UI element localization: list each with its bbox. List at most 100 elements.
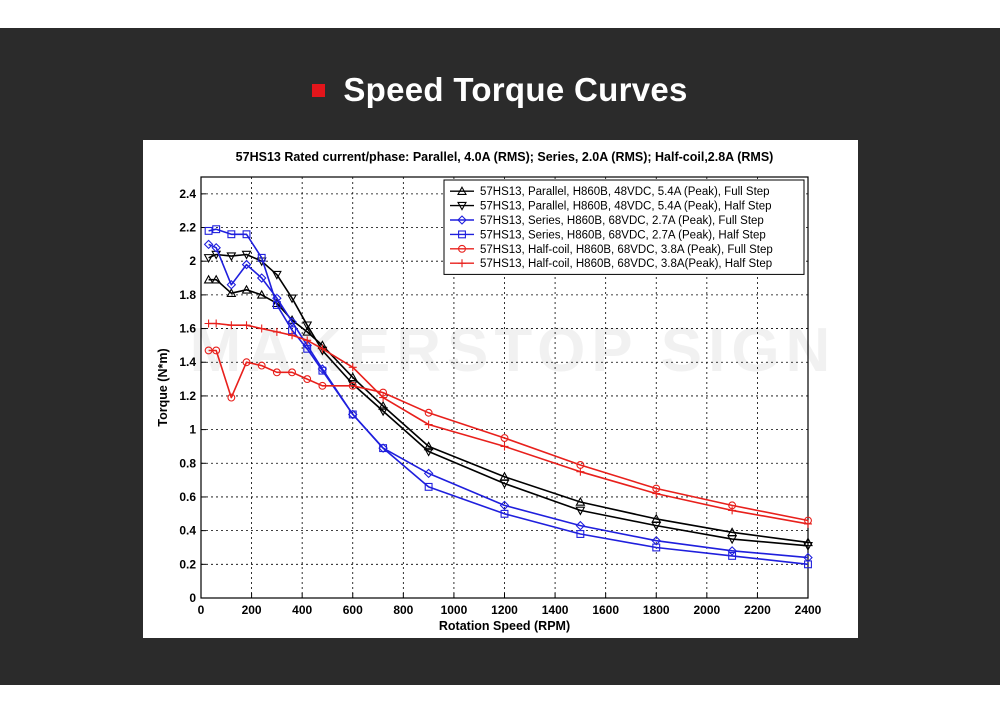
x-tick-label: 1600: [592, 603, 619, 617]
x-tick-label: 1400: [542, 603, 569, 617]
series-1-point: [423, 441, 434, 451]
series-4-point: [212, 225, 221, 234]
series-4-point: [804, 560, 812, 569]
series-5-point: [242, 358, 251, 367]
series-6-point: [424, 420, 433, 429]
y-tick-label: 0.2: [179, 557, 196, 571]
legend-entry-3: 57HS13, Series, H860B, 68VDC, 2.7A (Peak…: [480, 215, 764, 227]
series-6-point: [652, 489, 661, 498]
x-tick-label: 0: [198, 603, 205, 617]
series-4-point: [424, 482, 433, 491]
series-line-5: [208, 349, 809, 522]
series-4-point: [272, 301, 281, 309]
series-6-point: [728, 506, 737, 515]
y-tick-label: 1.4: [179, 355, 196, 369]
x-tick-label: 1800: [643, 603, 670, 617]
series-5-point: [257, 361, 266, 370]
x-tick-label: 400: [292, 603, 312, 617]
series-line-4: [208, 228, 809, 566]
x-tick-label: 2000: [693, 603, 720, 617]
legend-entry-1: 57HS13, Parallel, H860B, 48VDC, 5.4A (Pe…: [480, 186, 770, 198]
series-4-point: [728, 551, 737, 560]
series-5-point: [318, 381, 327, 390]
legend-marker-5: [458, 244, 466, 253]
series-4-point: [379, 444, 388, 453]
series-6-point: [288, 331, 297, 340]
series-6-point: [212, 319, 221, 328]
series-2-point: [347, 380, 358, 390]
series-5-point: [424, 408, 433, 417]
y-tick-label: 2: [189, 254, 196, 268]
series-6-point: [242, 321, 251, 330]
legend-marker-4: [458, 230, 466, 239]
y-tick-label: 2.2: [179, 221, 196, 235]
series-1-point: [241, 284, 252, 294]
series-6-point: [204, 319, 213, 328]
series-2-point: [203, 254, 214, 263]
series-3-point: [727, 546, 737, 556]
red-square-bullet-icon: [312, 83, 326, 97]
series-5-point: [348, 381, 357, 390]
chart-panel: MAKERSTOP SIGN 0 200 400 600 800 1000 1200 1400…: [143, 140, 858, 638]
legend-marker-3: [457, 215, 467, 225]
series-1-point: [211, 274, 222, 284]
chart-title: 57HS13 Rated current/phase: Parallel, 4.…: [236, 150, 774, 164]
series-1-point: [575, 496, 586, 506]
series-3-point: [347, 409, 358, 420]
series-3-point: [378, 443, 388, 453]
series-2-point: [575, 506, 586, 516]
y-tick-label: 0.8: [179, 456, 196, 470]
series-4-point: [348, 410, 357, 419]
series-2-point: [651, 521, 662, 531]
series-line-3: [208, 243, 809, 559]
series-6-point: [576, 467, 585, 476]
series-3-point: [241, 259, 252, 270]
series-4-point: [500, 509, 509, 518]
series-3-point: [651, 535, 662, 546]
series-2-point: [378, 407, 389, 417]
y-tick-label: 1: [189, 423, 196, 437]
series-4-point: [227, 230, 236, 239]
series-4-point: [257, 253, 266, 262]
y-tick-label: 1.8: [179, 288, 196, 302]
series-2-point: [499, 479, 510, 489]
series-4-point: [303, 344, 312, 353]
series-5-point: [500, 434, 509, 442]
y-tick-label: 0: [189, 591, 196, 605]
series-2-point: [226, 252, 237, 262]
series-2-point: [423, 447, 434, 457]
section-heading: Speed Torque Curves: [0, 66, 1000, 114]
legend-marker-2: [457, 201, 467, 211]
series-6-point: [500, 442, 509, 451]
legend-entry-2: 57HS13, Parallel, H860B, 48VDC, 5.4A (Pe…: [480, 201, 772, 213]
x-tick-label: 2400: [795, 603, 822, 617]
x-tick-label: 1000: [441, 603, 468, 617]
series-6-point: [227, 321, 236, 330]
series-5-point: [272, 368, 281, 377]
series-1-point: [226, 288, 237, 297]
series-6-point: [318, 344, 327, 353]
x-tick-label: 2200: [744, 603, 771, 617]
series-1-point: [302, 326, 313, 336]
series-3-point: [203, 239, 214, 250]
legend-box: [443, 179, 805, 275]
series-2-point: [803, 542, 813, 551]
series-4-point: [242, 230, 251, 239]
page-title: Speed Torque Curves: [343, 71, 688, 108]
series-4-point: [318, 366, 327, 375]
series-4-point: [204, 226, 213, 235]
series-1-point: [203, 274, 214, 284]
x-axis-label: Rotation Speed (RPM): [439, 619, 570, 633]
series-5-point: [288, 368, 297, 377]
series-5-point: [227, 393, 236, 402]
series-4-point: [576, 530, 585, 538]
series-2-point: [302, 321, 313, 331]
x-tick-label: 200: [242, 603, 262, 617]
series-2-point: [287, 294, 297, 304]
legend-entry-4: 57HS13, Series, H860B, 68VDC, 2.7A (Peak…: [480, 229, 766, 241]
legend-entry-6: 57HS13, Half-coil, H860B, 68VDC, 3.8A(Pe…: [480, 258, 772, 270]
series-5-point: [303, 375, 312, 384]
series-3-point: [211, 242, 221, 253]
y-axis-label: Torque (N*m): [156, 348, 170, 426]
x-tick-label: 1200: [491, 603, 518, 617]
